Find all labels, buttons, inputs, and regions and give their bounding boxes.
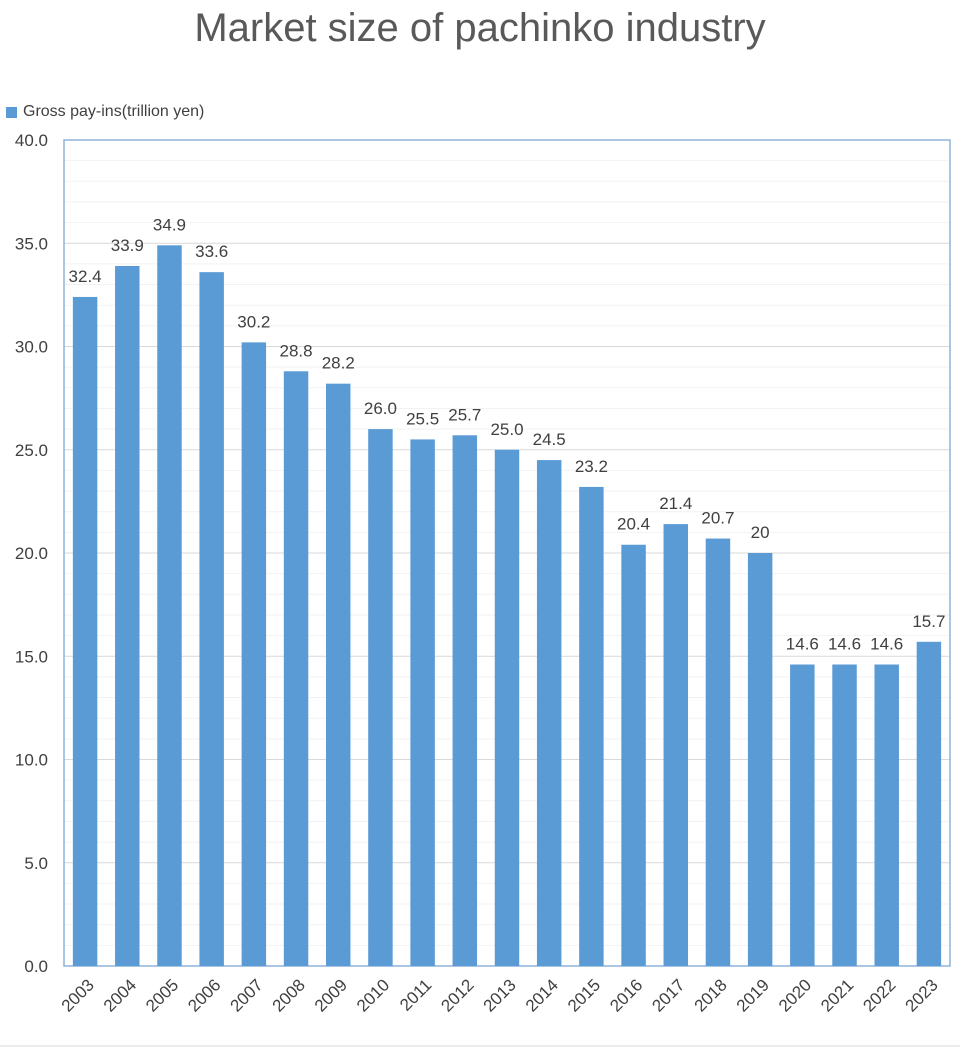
data-label: 15.7 (912, 612, 945, 631)
data-label: 30.2 (237, 312, 270, 331)
x-tick-label: 2019 (733, 975, 773, 1015)
y-tick-label: 20.0 (15, 544, 48, 563)
bar (832, 664, 857, 966)
x-tick-label: 2005 (142, 975, 182, 1015)
x-tick-label: 2010 (353, 975, 393, 1015)
data-label: 20.4 (617, 515, 650, 534)
x-tick-label: 2015 (564, 975, 604, 1015)
bar (368, 429, 393, 967)
data-label: 24.5 (533, 430, 566, 449)
data-label: 20 (751, 523, 770, 542)
bar (916, 641, 942, 966)
data-label: 14.6 (870, 635, 903, 654)
bar (72, 296, 98, 966)
chart-title: Market size of pachinko industry (194, 6, 766, 50)
x-tick-label: 2022 (859, 975, 899, 1015)
legend: Gross pay-ins(trillion yen) (6, 102, 204, 122)
data-label: 28.2 (322, 354, 355, 373)
data-label: 34.9 (153, 215, 186, 234)
bar (157, 245, 182, 966)
bar (410, 439, 435, 966)
bar (115, 265, 140, 967)
x-tick-label: 2016 (606, 975, 646, 1015)
bar (621, 544, 646, 966)
y-tick-label: 35.0 (15, 234, 48, 253)
x-tick-label: 2020 (775, 975, 815, 1015)
data-label: 14.6 (828, 635, 861, 654)
x-tick-label: 2013 (480, 975, 520, 1015)
bar (705, 538, 731, 966)
data-label: 14.6 (786, 635, 819, 654)
x-tick-label: 2014 (522, 975, 562, 1015)
bar (536, 460, 562, 966)
bar (283, 371, 309, 966)
x-tick-label: 2018 (691, 975, 731, 1015)
data-label: 25.5 (406, 409, 439, 428)
x-tick-label: 2011 (396, 975, 435, 1014)
bar (494, 449, 520, 966)
bar (663, 524, 688, 966)
y-tick-label: 40.0 (15, 131, 48, 150)
bar (241, 342, 267, 966)
legend-label: Gross pay-ins(trillion yen) (23, 103, 205, 120)
x-tick-label: 2021 (817, 975, 857, 1015)
data-label: 33.9 (111, 236, 144, 255)
x-tick-label: 2023 (902, 975, 942, 1015)
data-label: 32.4 (69, 267, 102, 286)
y-tick-label: 0.0 (24, 957, 48, 976)
data-label: 33.6 (195, 242, 228, 261)
y-tick-label: 25.0 (15, 441, 48, 460)
data-label: 20.7 (701, 509, 734, 528)
x-tick-label: 2009 (311, 975, 351, 1015)
x-tick-label: 2006 (184, 975, 224, 1015)
y-tick-label: 15.0 (15, 647, 48, 666)
x-tick-label: 2017 (648, 975, 688, 1015)
bar (199, 272, 224, 966)
data-label: 21.4 (659, 494, 692, 513)
x-tick-label: 2004 (100, 975, 140, 1015)
x-tick-label: 2007 (227, 975, 267, 1015)
bar (452, 435, 478, 966)
x-tick-label: 2012 (437, 975, 477, 1015)
data-label: 25.0 (490, 420, 523, 439)
bar (747, 553, 773, 966)
data-label: 28.8 (280, 341, 313, 360)
x-tick-label: 2003 (58, 975, 98, 1015)
bar (579, 486, 604, 966)
x-tick-label: 2008 (269, 975, 309, 1015)
data-label: 26.0 (364, 399, 397, 418)
y-tick-label: 5.0 (24, 854, 48, 873)
data-label: 25.7 (448, 405, 481, 424)
bar (790, 664, 815, 966)
data-label: 23.2 (575, 457, 608, 476)
y-tick-label: 30.0 (15, 338, 48, 357)
bar (874, 664, 899, 966)
legend-swatch (6, 106, 17, 118)
y-tick-label: 10.0 (15, 751, 48, 770)
bar (326, 383, 351, 966)
